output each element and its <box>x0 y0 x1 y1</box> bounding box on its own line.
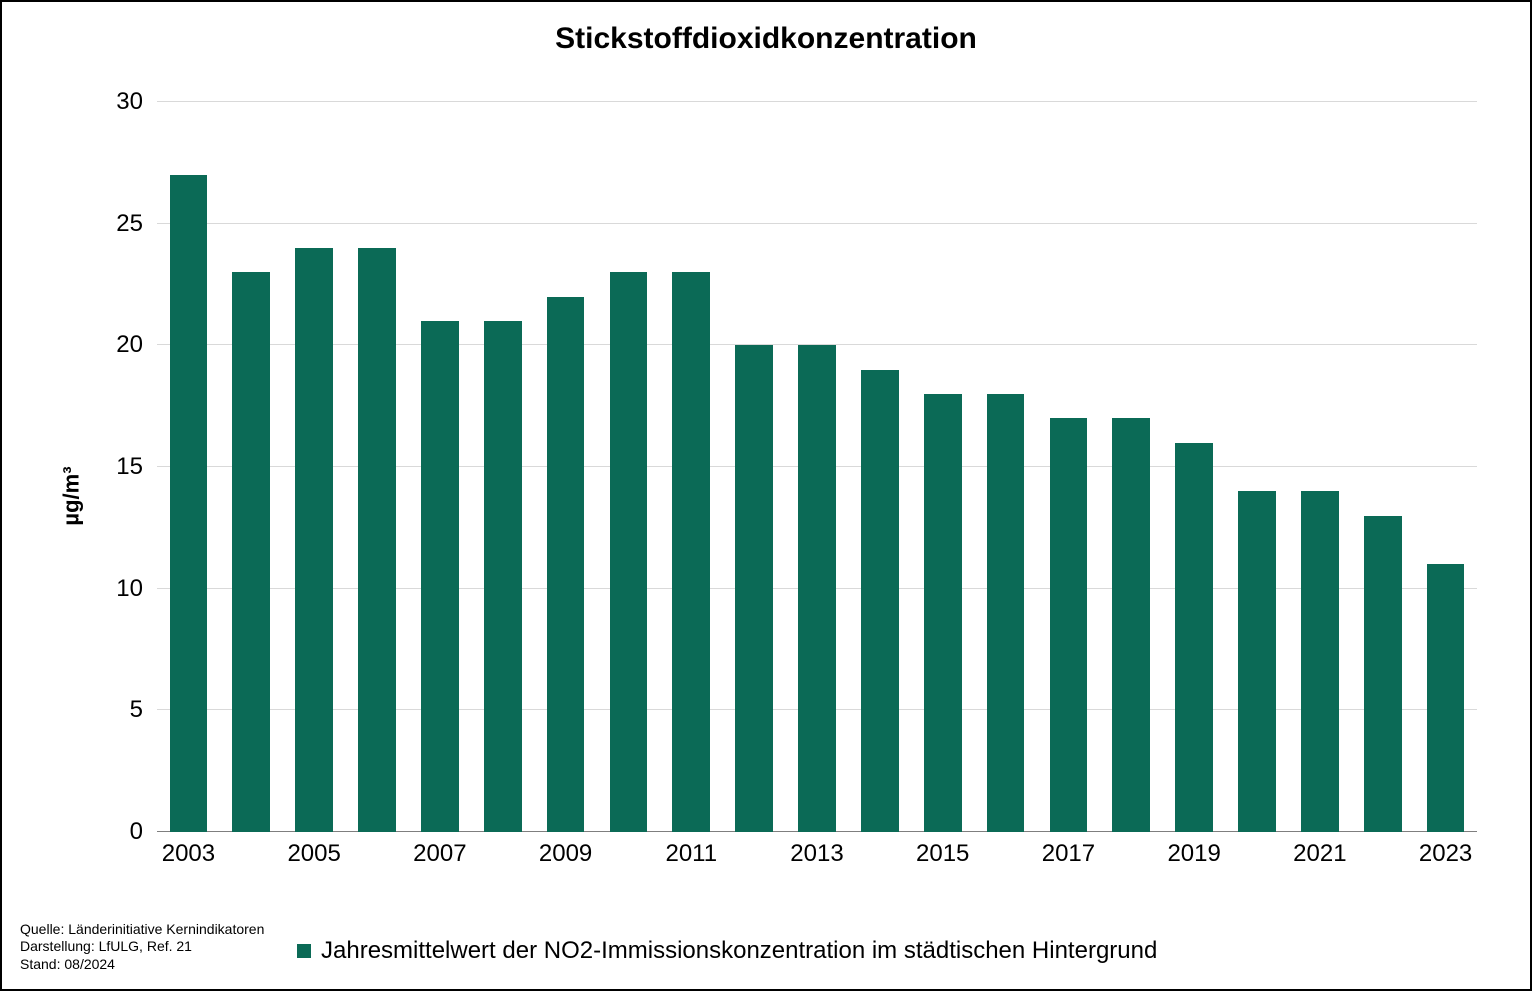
x-tick-label: 2011 <box>665 840 717 868</box>
chart-frame: Stickstoffdioxidkonzentration µg/m³ 0510… <box>0 0 1532 991</box>
bar <box>421 321 459 832</box>
x-tick-label: 2019 <box>1167 840 1220 868</box>
x-tick-label: 2003 <box>162 840 215 868</box>
bar <box>1238 491 1276 832</box>
bar <box>1112 418 1150 832</box>
bar <box>232 272 270 832</box>
bar <box>1301 491 1339 832</box>
footer-presentation: Darstellung: LfULG, Ref. 21 <box>20 938 264 956</box>
bar <box>924 394 962 832</box>
x-tick-label: 2021 <box>1293 840 1346 868</box>
x-tick-label: 2013 <box>790 840 843 868</box>
bar <box>547 297 585 832</box>
bar <box>1364 516 1402 832</box>
y-tick-label: 0 <box>130 818 143 846</box>
y-axis-label: µg/m³ <box>59 466 85 525</box>
bar <box>484 321 522 832</box>
gridline <box>157 101 1477 102</box>
footer-attribution: Quelle: Länderinitiative Kernindikatoren… <box>20 921 264 974</box>
chart-title: Stickstoffdioxidkonzentration <box>2 22 1530 56</box>
legend-label: Jahresmittelwert der NO2-Immissionskonze… <box>321 937 1157 965</box>
x-tick-label: 2023 <box>1419 840 1472 868</box>
x-tick-label: 2015 <box>916 840 969 868</box>
y-tick-label: 5 <box>130 696 143 724</box>
y-tick-label: 30 <box>116 88 143 116</box>
y-tick-label: 25 <box>116 210 143 238</box>
y-tick-label: 10 <box>116 575 143 603</box>
bar <box>610 272 648 832</box>
plot-area: 0510152025302003200520072009201120132015… <box>157 102 1477 832</box>
bar <box>295 248 333 832</box>
bar <box>1050 418 1088 832</box>
bar <box>798 345 836 832</box>
x-tick-label: 2017 <box>1042 840 1095 868</box>
legend-swatch <box>297 944 311 958</box>
x-tick-label: 2009 <box>539 840 592 868</box>
legend: Jahresmittelwert der NO2-Immissionskonze… <box>297 937 1157 965</box>
bar <box>861 370 899 832</box>
y-tick-label: 20 <box>116 331 143 359</box>
bar <box>672 272 710 832</box>
bar <box>1427 564 1465 832</box>
bar <box>987 394 1025 832</box>
x-tick-label: 2007 <box>413 840 466 868</box>
bar <box>358 248 396 832</box>
y-tick-label: 15 <box>116 453 143 481</box>
gridline <box>157 223 1477 224</box>
bar <box>1175 443 1213 832</box>
bar <box>170 175 208 832</box>
footer-date: Stand: 08/2024 <box>20 956 264 974</box>
x-tick-label: 2005 <box>287 840 340 868</box>
bar <box>735 345 773 832</box>
footer-source: Quelle: Länderinitiative Kernindikatoren <box>20 921 264 939</box>
